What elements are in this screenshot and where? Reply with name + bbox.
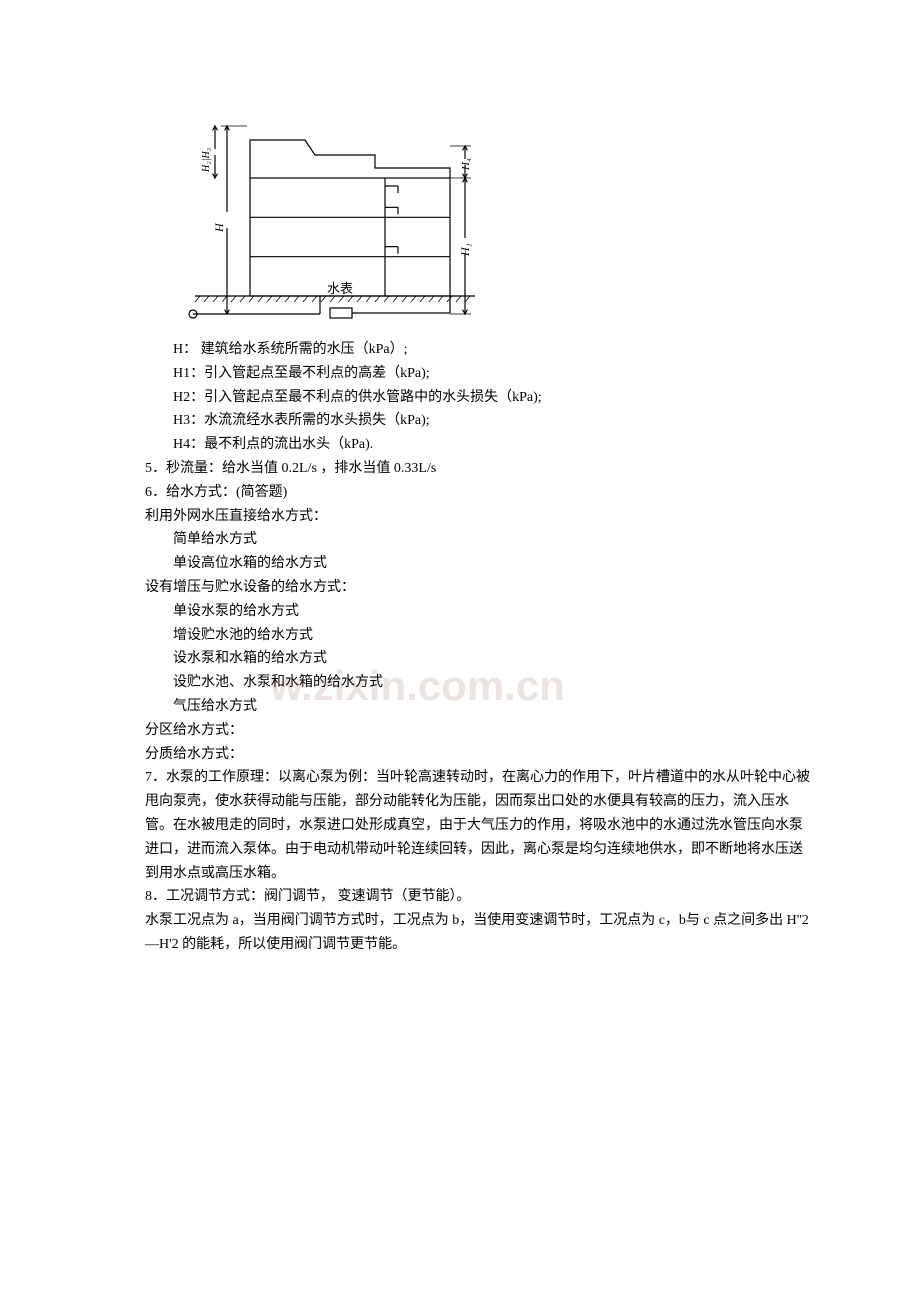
svg-text:H₄: H₄ (460, 158, 472, 171)
svg-text:H₁: H₁ (458, 243, 472, 257)
definition-line: H1：引入管起点至最不利点的高差（kPa); (145, 362, 810, 386)
definition-line: H4：最不利点的流出水头（kPa). (145, 433, 810, 457)
body-line: 增设贮水池的给水方式 (145, 624, 810, 648)
definition-line: H： 建筑给水系统所需的水压（kPa）; (145, 338, 810, 362)
body-line: 设水泵和水箱的给水方式 (145, 647, 810, 671)
body-line: 简单给水方式 (145, 528, 810, 552)
body-line: 单设水泵的给水方式 (145, 600, 810, 624)
body-line: 5．秒流量：给水当值 0.2L/s ，排水当值 0.33L/s (145, 457, 810, 481)
svg-text:水表: 水表 (327, 281, 353, 296)
body-line: 7．水泵的工作原理：以离心泵为例：当叶轮高速转动时，在离心力的作用下，叶片槽道中… (145, 766, 810, 885)
body-line: 利用外网水压直接给水方式： (145, 505, 810, 529)
body-line: 分质给水方式： (145, 743, 810, 767)
body-line: 单设高位水箱的给水方式 (145, 552, 810, 576)
body-line: 设有增压与贮水设备的给水方式： (145, 576, 810, 600)
body-line: 气压给水方式 (145, 695, 810, 719)
body-line: 水泵工况点为 a，当用阀门调节方式时，工况点为 b，当使用变速调节时，工况点为 … (145, 909, 810, 957)
body-line: 6．给水方式：(简答题) (145, 481, 810, 505)
svg-text:H₂|H₃: H₂|H₃ (201, 147, 212, 173)
pressure-diagram: 水表 H H₂|H₃ H₁ H₄ (175, 90, 810, 330)
definition-line: H2：引入管起点至最不利点的供水管路中的水头损失（kPa); (145, 386, 810, 410)
body-line: 设贮水池、水泵和水箱的给水方式 (145, 671, 810, 695)
definition-line: H3：水流流经水表所需的水头损失（kPa); (145, 409, 810, 433)
body-line: 8．工况调节方式：阀门调节， 变速调节（更节能）。 (145, 885, 810, 909)
body-line: 分区给水方式： (145, 719, 810, 743)
svg-text:H: H (212, 222, 226, 233)
